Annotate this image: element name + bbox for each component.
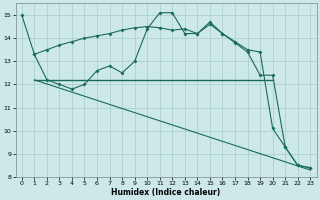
X-axis label: Humidex (Indice chaleur): Humidex (Indice chaleur) bbox=[111, 188, 221, 197]
